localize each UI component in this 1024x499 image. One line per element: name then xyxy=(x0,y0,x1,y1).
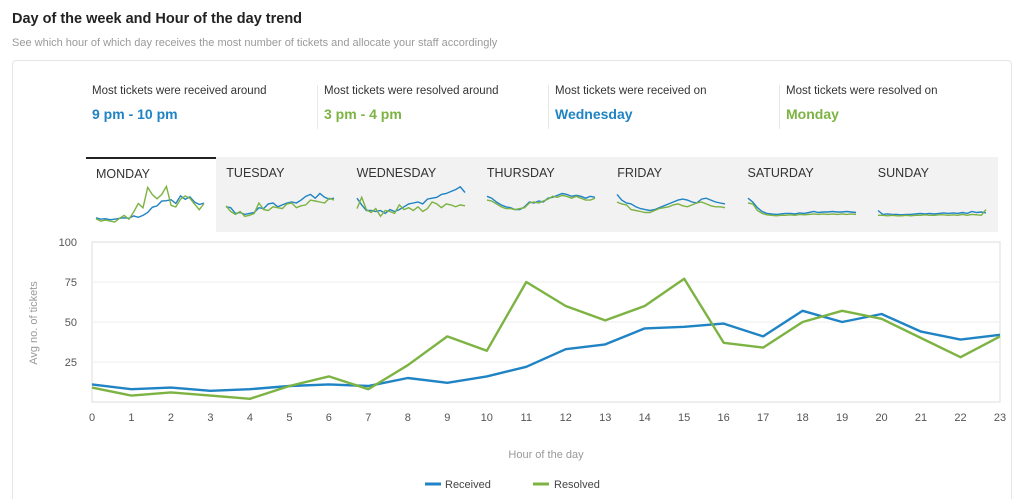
stat-label: Most tickets were resolved on xyxy=(786,85,938,97)
x-tick-label: 16 xyxy=(718,412,730,424)
tab-tuesday[interactable]: TUESDAY xyxy=(216,157,346,232)
x-tick-label: 3 xyxy=(207,412,213,424)
tab-friday[interactable]: FRIDAY xyxy=(607,157,737,232)
tab-sparkline xyxy=(95,184,205,223)
sparkline-resolved xyxy=(355,195,465,218)
stat-resolved-hour: Most tickets were resolved around 3 pm -… xyxy=(317,85,548,129)
tab-label: SUNDAY xyxy=(877,166,929,180)
tab-label: THURSDAY xyxy=(486,166,555,180)
y-tick-label: 25 xyxy=(65,357,77,369)
x-tick-label: 13 xyxy=(599,412,611,424)
x-tick-label: 14 xyxy=(639,412,651,424)
x-tick-label: 23 xyxy=(994,412,1006,424)
x-tick-label: 2 xyxy=(168,412,174,424)
x-tick-label: 5 xyxy=(286,412,292,424)
tab-sparkline xyxy=(355,185,466,218)
x-tick-label: 4 xyxy=(247,412,253,424)
sparkline-received xyxy=(616,193,726,212)
y-axis-title: Avg no. of tickets xyxy=(28,281,40,365)
stat-value: Wednesday xyxy=(555,106,633,122)
x-tick-label: 7 xyxy=(365,412,371,424)
x-tick-label: 12 xyxy=(560,412,572,424)
tab-label: WEDNESDAY xyxy=(356,166,437,180)
x-tick-label: 20 xyxy=(875,412,887,424)
tab-sparkline xyxy=(877,209,987,217)
x-tick-label: 10 xyxy=(481,412,493,424)
legend-label-resolved[interactable]: Resolved xyxy=(554,479,600,491)
tab-sparkline xyxy=(747,197,856,217)
sparkline-received xyxy=(877,209,986,216)
tab-sparkline xyxy=(486,192,596,211)
stat-received-hour: Most tickets were received around 9 pm -… xyxy=(86,85,317,129)
tab-saturday[interactable]: SATURDAY xyxy=(738,157,868,232)
sparkline-received xyxy=(95,194,205,221)
tab-sparkline xyxy=(225,192,335,218)
x-tick-label: 1 xyxy=(128,412,134,424)
day-tabs: MONDAY TUESDAY WEDNESDAY THURSDAY FRIDAY SATU… xyxy=(86,157,998,232)
tab-sunday[interactable]: SUNDAY xyxy=(868,157,998,232)
stat-value: 9 pm - 10 pm xyxy=(92,106,178,122)
sparkline-resolved xyxy=(486,194,596,211)
tab-wednesday[interactable]: WEDNESDAY xyxy=(347,157,477,232)
x-tick-label: 21 xyxy=(915,412,927,424)
sparkline-resolved xyxy=(877,209,987,217)
tab-label: TUESDAY xyxy=(226,166,285,180)
stat-label: Most tickets were resolved around xyxy=(324,85,499,97)
x-tick-label: 0 xyxy=(89,412,95,424)
y-tick-label: 50 xyxy=(65,317,77,329)
stat-value: Monday xyxy=(786,106,839,122)
x-tick-label: 19 xyxy=(836,412,848,424)
series-line-resolved xyxy=(91,277,1001,400)
sparkline-resolved xyxy=(95,184,205,223)
legend-label-received[interactable]: Received xyxy=(445,479,491,491)
x-axis-title: Hour of the day xyxy=(508,449,584,461)
tab-label: SATURDAY xyxy=(747,166,814,180)
sparkline-received xyxy=(356,185,466,215)
tab-thursday[interactable]: THURSDAY xyxy=(477,157,607,232)
page-title: Day of the week and Hour of the day tren… xyxy=(12,11,303,27)
stat-value: 3 pm - 4 pm xyxy=(324,106,402,122)
x-tick-label: 8 xyxy=(405,412,411,424)
sparkline-resolved xyxy=(747,202,856,217)
stat-resolved-day: Most tickets were resolved on Monday xyxy=(779,85,999,129)
x-tick-label: 18 xyxy=(796,412,808,424)
y-tick-label: 75 xyxy=(65,277,77,289)
tab-label: FRIDAY xyxy=(617,166,663,180)
sparkline-resolved xyxy=(225,197,335,218)
x-tick-label: 17 xyxy=(757,412,769,424)
stat-label: Most tickets were received on xyxy=(555,85,707,97)
sparkline-received xyxy=(226,192,335,216)
tab-sparkline xyxy=(616,193,726,214)
x-tick-label: 11 xyxy=(521,412,532,424)
stat-label: Most tickets were received around xyxy=(92,85,267,97)
page-subtitle: See which hour of which day receives the… xyxy=(12,37,498,49)
series-line-received xyxy=(91,309,1001,392)
x-tick-label: 9 xyxy=(444,412,450,424)
sparkline-received xyxy=(747,197,856,216)
tab-monday[interactable]: MONDAY xyxy=(86,157,216,232)
x-tick-label: 15 xyxy=(678,412,690,424)
tab-label: MONDAY xyxy=(96,167,150,181)
sparkline-resolved xyxy=(616,201,726,214)
y-tick-label: 100 xyxy=(59,237,77,249)
stat-received-day: Most tickets were received on Wednesday xyxy=(548,85,779,129)
trend-card: Most tickets were received around 9 pm -… xyxy=(12,60,1012,499)
x-tick-label: 6 xyxy=(326,412,332,424)
x-tick-label: 22 xyxy=(954,412,966,424)
